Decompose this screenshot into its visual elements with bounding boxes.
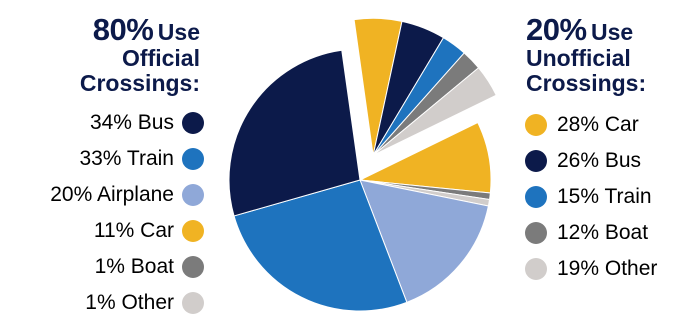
legend-item-boat: 1% Boat: [0, 249, 222, 285]
legend-swatch: [182, 220, 204, 242]
legend-item-other: 19% Other: [516, 251, 686, 287]
legend-swatch: [182, 184, 204, 206]
legend-label: 20% Airplane: [50, 183, 174, 206]
legend-item-car: 28% Car: [516, 107, 686, 143]
legend-label: 19% Other: [557, 257, 658, 280]
official-slice-airplane: [359, 179, 489, 303]
official-panel: 80% Use Official Crossings: 34% Bus 33% T…: [0, 0, 222, 321]
legend-label: 15% Train: [557, 185, 652, 208]
legend-swatch: [525, 114, 547, 136]
legend-label: 26% Bus: [557, 149, 642, 172]
legend-item-boat: 12% Boat: [516, 215, 686, 251]
unofficial-panel: 20% Use Unofficial Crossings: 28% Car 26%…: [516, 0, 686, 287]
legend-item-airplane: 20% Airplane: [0, 177, 222, 213]
legend-swatch: [182, 292, 204, 314]
unofficial-heading: 20% Use Unofficial Crossings:: [516, 14, 686, 95]
official-legend: 34% Bus 33% Train 20% Airplane 11% Car 1% Bo…: [0, 105, 222, 321]
official-heading: 80% Use Official Crossings:: [0, 14, 222, 95]
unofficial-legend: 28% Car 26% Bus 15% Train 12% Boat 19% Other: [516, 107, 686, 287]
legend-swatch: [182, 112, 204, 134]
legend-label: 34% Bus: [89, 111, 174, 134]
legend-item-other: 1% Other: [0, 285, 222, 321]
official-heading-line3: Crossings:: [79, 70, 200, 96]
official-heading-line2: Official: [122, 45, 200, 71]
unofficial-heading-line2: Unofficial: [526, 45, 631, 71]
legend-label: 11% Car: [93, 219, 174, 242]
official-heading-word: Use: [157, 19, 200, 45]
legend-item-train: 33% Train: [0, 141, 222, 177]
legend-label: 1% Boat: [94, 255, 174, 278]
legend-swatch: [182, 256, 204, 278]
legend-swatch: [525, 222, 547, 244]
unofficial-heading-word: Use: [591, 19, 634, 45]
legend-swatch: [525, 150, 547, 172]
legend-label: 12% Boat: [557, 221, 649, 244]
official-slice-train: [233, 179, 408, 312]
unofficial-heading-pct: 20%: [526, 12, 587, 47]
legend-label: 1% Other: [85, 291, 174, 314]
legend-item-bus: 26% Bus: [516, 143, 686, 179]
legend-item-bus: 34% Bus: [0, 105, 222, 141]
legend-swatch: [525, 258, 547, 280]
legend-item-car: 11% Car: [0, 213, 222, 249]
unofficial-heading-line3: Crossings:: [526, 70, 647, 96]
legend-swatch: [182, 148, 204, 170]
legend-swatch: [525, 186, 547, 208]
legend-label: 33% Train: [79, 147, 174, 170]
official-slice-bus: [228, 49, 361, 217]
official-heading-pct: 80%: [92, 12, 154, 47]
legend-item-train: 15% Train: [516, 179, 686, 215]
legend-label: 28% Car: [557, 113, 639, 136]
unofficial-slice-other: [372, 67, 497, 156]
